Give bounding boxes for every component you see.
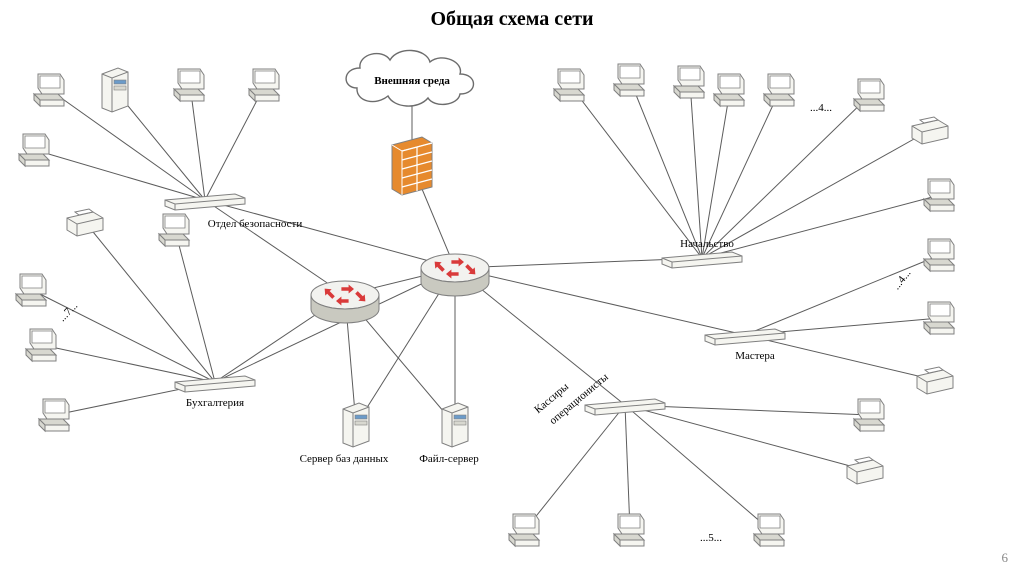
node-label: Файл-сервер — [419, 453, 479, 465]
network-diagram: Внешняя среда — [0, 0, 1024, 574]
free-label: ...4... — [810, 102, 832, 114]
node-label: Бухгалтерия — [186, 397, 244, 409]
free-label: ...5... — [700, 532, 722, 544]
svg-text:Внешняя среда: Внешняя среда — [374, 75, 450, 87]
node-label: Мастера — [735, 350, 775, 362]
node-label: Отдел безопасности — [208, 218, 302, 230]
node-label: Сервер баз данных — [300, 453, 389, 465]
node-label: Начальство — [680, 238, 734, 250]
page-number: 6 — [1002, 550, 1009, 566]
